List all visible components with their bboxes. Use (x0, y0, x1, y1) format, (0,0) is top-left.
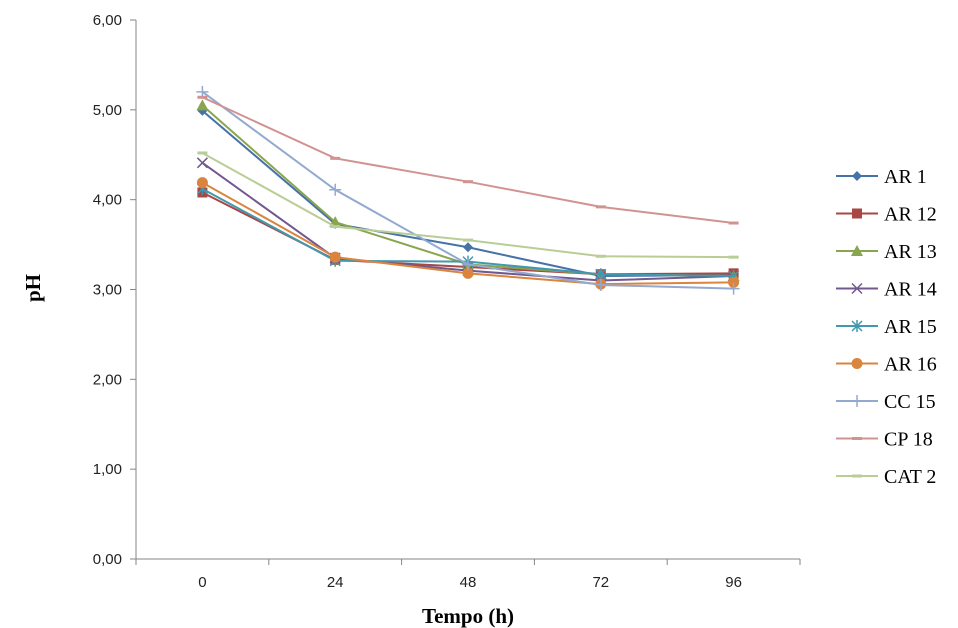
y-tick-label: 6,00 (93, 12, 122, 29)
legend-label: CC 15 (884, 391, 936, 413)
legend-item: AR 1 (836, 166, 927, 188)
x-tick-label: 0 (198, 574, 206, 591)
y-tick-label: 4,00 (93, 192, 122, 209)
legend-marker (851, 358, 863, 369)
y-tick-label: 3,00 (93, 282, 122, 299)
y-tick-label: 2,00 (93, 371, 122, 388)
series-cat-2 (197, 151, 739, 259)
legend-marker (851, 282, 863, 295)
y-tick-label: 0,00 (93, 551, 122, 568)
data-point (728, 276, 740, 288)
data-point (197, 95, 208, 99)
legend-marker (852, 437, 862, 440)
data-point (196, 157, 208, 169)
axes: 0,00 1,00 2,00 3,00 4,00 5,00 6,00 0 24 48 72 96 (93, 12, 801, 591)
data-point (595, 254, 606, 258)
legend-label: CAT 2 (884, 466, 936, 488)
legend-label: AR 13 (884, 241, 937, 263)
y-tick-label: 5,00 (93, 102, 122, 119)
y-axis-title: pH (21, 274, 45, 302)
series-ar-13 (196, 99, 740, 282)
data-point (727, 282, 740, 295)
legend-label: AR 14 (884, 279, 937, 301)
legend-item: AR 16 (836, 354, 937, 376)
series-cp-18 (197, 95, 739, 225)
data-point (463, 242, 473, 253)
legend-label: AR 16 (884, 354, 937, 376)
x-tick-label: 72 (592, 574, 609, 591)
series-line (201, 96, 734, 225)
data-point (463, 238, 473, 242)
legend-marker (852, 474, 862, 478)
legend-label: AR 12 (884, 204, 937, 226)
data-point (329, 183, 342, 196)
data-point (728, 255, 739, 259)
data-point (728, 221, 739, 225)
y-tick-label: 1,00 (93, 461, 122, 478)
data-point (462, 267, 474, 279)
legend-label: AR 1 (884, 166, 927, 188)
legend-item: AR 15 (836, 316, 937, 338)
series-cc-15 (196, 85, 740, 295)
legend-item: AR 12 (836, 204, 937, 226)
legend-item: CP 18 (836, 429, 933, 451)
legend-label: CP 18 (884, 429, 933, 451)
legend-label: AR 15 (884, 316, 937, 338)
data-point (196, 177, 208, 189)
legend-marker (851, 395, 863, 407)
data-point (595, 268, 607, 281)
data-point (330, 156, 341, 160)
legend-item: CAT 2 (836, 466, 936, 488)
legend-marker (852, 208, 862, 219)
data-point (595, 205, 606, 209)
legend-item: AR 14 (836, 279, 937, 301)
legend-item: AR 13 (836, 241, 937, 263)
legend-marker (852, 171, 862, 181)
data-point (329, 251, 341, 263)
x-axis-title: Tempo (h) (422, 604, 514, 628)
x-tick-label: 96 (725, 574, 742, 591)
data-point (594, 279, 607, 292)
data-point (463, 180, 473, 184)
legend-marker (851, 245, 863, 256)
data-point (197, 151, 208, 155)
legend-marker (851, 320, 863, 332)
legend-item: CC 15 (836, 391, 936, 413)
legend: AR 1 AR 12 AR 13 AR 14 AR 15 AR 16 CC 15 CP 18 C… (836, 166, 937, 488)
x-tick-label: 24 (327, 574, 344, 591)
x-tick-label: 48 (460, 574, 477, 591)
data-point (330, 225, 341, 229)
series-ar-16 (196, 177, 740, 290)
data-point (462, 258, 474, 271)
data-point (196, 99, 209, 111)
series-group (196, 85, 740, 295)
